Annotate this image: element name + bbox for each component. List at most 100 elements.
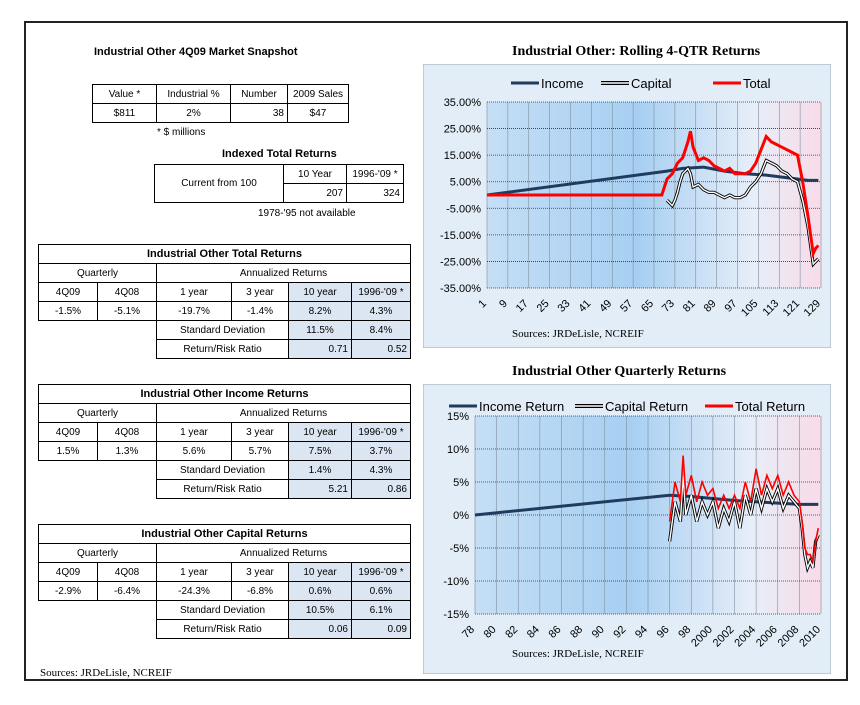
chart2: 15%10%5%0%-5%-10%-15%78 80 82 84 86 88 90 92 94 9…: [423, 384, 831, 674]
snapshot-head: 2009 Sales: [287, 84, 349, 104]
rr-label: Return/Risk Ratio: [156, 619, 289, 639]
col-head: 4Q08: [97, 282, 157, 302]
rr-value: 0.86: [351, 479, 411, 499]
legend-label: Capital: [631, 76, 672, 91]
y-tick-label: 25.00%: [444, 124, 482, 136]
cell: 1.3%: [97, 441, 157, 461]
rr-value: 0.09: [351, 619, 411, 639]
col-head: 3 year: [231, 282, 289, 302]
snapshot-value: $47: [287, 103, 349, 123]
col-head: 1 year: [156, 282, 232, 302]
snapshot-head: Number: [230, 84, 288, 104]
col-head: 4Q08: [97, 562, 157, 582]
income-returns-table: Industrial Other Income Returns Quarterl…: [38, 384, 411, 499]
indexed-col1: 10 Year: [283, 164, 347, 184]
snapshot-head: Industrial %: [156, 84, 231, 104]
y-tick-label: -5%: [449, 543, 469, 555]
col-head: 1996-'09 *: [351, 422, 411, 442]
indexed-v1: 207: [283, 183, 347, 203]
cell: 5.6%: [156, 441, 232, 461]
legend-label: Total Return: [735, 399, 805, 414]
cell: -6.8%: [231, 581, 289, 601]
quarterly-label: Quarterly: [38, 263, 157, 283]
cell: 0.6%: [351, 581, 411, 601]
snapshot-table: Value * Industrial % Number 2009 Sales $…: [92, 84, 349, 123]
y-tick-label: -25.00%: [440, 256, 481, 268]
legend-label: Capital Return: [605, 399, 688, 414]
y-tick-label: 10%: [447, 444, 469, 456]
snapshot-value: 2%: [156, 103, 231, 123]
cell: 7.5%: [288, 441, 352, 461]
col-head: 1996-'09 *: [351, 282, 411, 302]
indexed-table: Current from 100 10 Year 1996-'09 * 207 …: [154, 164, 404, 203]
table-title: Industrial Other Capital Returns: [38, 524, 411, 544]
sd-value: 4.3%: [351, 460, 411, 480]
cell: 0.6%: [288, 581, 352, 601]
y-tick-label: -35.00%: [440, 283, 481, 295]
snapshot-value: 38: [230, 103, 288, 123]
y-tick-label: 5.00%: [450, 177, 481, 189]
sources-left: Sources: JRDeLisle, NCREIF: [40, 667, 172, 679]
cell: -6.4%: [97, 581, 157, 601]
series-line-total: [487, 130, 820, 259]
series-line-capital: [666, 159, 819, 266]
cell: 4.3%: [351, 301, 411, 321]
y-tick-label: -10%: [443, 576, 469, 588]
cell: 5.7%: [231, 441, 289, 461]
series-line-total-return: [668, 455, 820, 565]
y-tick-label: 15.00%: [444, 150, 482, 162]
annualized-label: Annualized Returns: [156, 263, 411, 283]
rr-value: 0.06: [288, 619, 352, 639]
chart1: 35.00% 25.00% 15.00% 5.00% -5.00% -15.00% -25.…: [423, 64, 831, 348]
series-line-income-return: [474, 493, 819, 517]
table-title: Industrial Other Total Returns: [38, 244, 411, 264]
chart1-plot: 35.00% 25.00% 15.00% 5.00% -5.00% -15.00% -25.…: [440, 76, 823, 319]
y-tick-label: 0%: [453, 510, 469, 522]
snapshot-head: Value *: [92, 84, 157, 104]
table-title: Industrial Other Income Returns: [38, 384, 411, 404]
cell: -2.9%: [38, 581, 98, 601]
cell: -1.5%: [38, 301, 98, 321]
sd-label: Standard Deviation: [156, 320, 289, 340]
report-frame: [24, 21, 848, 681]
chart2-sources: Sources: JRDeLisle, NCREIF: [512, 648, 644, 660]
snapshot-note: * $ millions: [157, 127, 206, 138]
legend-label: Total: [743, 76, 771, 91]
col-head: 10 year: [288, 422, 352, 442]
legend-label: Income Return: [479, 399, 564, 414]
total-returns-table: Industrial Other Total Returns Quarterly…: [38, 244, 411, 359]
col-head: 3 year: [231, 562, 289, 582]
col-head: 1 year: [156, 422, 232, 442]
sd-value: 6.1%: [351, 600, 411, 620]
chart1-title: Industrial Other: Rolling 4-QTR Returns: [512, 44, 761, 59]
capital-returns-table: Industrial Other Capital Returns Quarter…: [38, 524, 411, 639]
legend-label: Income: [541, 76, 584, 91]
cell: -19.7%: [156, 301, 232, 321]
rr-value: 5.21: [288, 479, 352, 499]
annualized-label: Annualized Returns: [156, 403, 411, 423]
y-tick-label: -5.00%: [446, 203, 481, 215]
cell: 1.5%: [38, 441, 98, 461]
y-tick-label: -15.00%: [440, 230, 481, 242]
annualized-label: Annualized Returns: [156, 543, 411, 563]
chart2-plot: 15%10%5%0%-5%-10%-15%78 80 82 84 86 88 90 92 94 9…: [443, 399, 823, 649]
y-tick-label: 35.00%: [444, 97, 482, 109]
chart2-title: Industrial Other Quarterly Returns: [512, 364, 727, 379]
col-head: 3 year: [231, 422, 289, 442]
snapshot-value: $811: [92, 103, 157, 123]
rr-value: 0.71: [288, 339, 352, 359]
rr-label: Return/Risk Ratio: [156, 479, 289, 499]
col-head: 4Q09: [38, 562, 98, 582]
col-head: 4Q08: [97, 422, 157, 442]
sd-value: 10.5%: [288, 600, 352, 620]
col-head: 1996-'09 *: [351, 562, 411, 582]
cell: -24.3%: [156, 581, 232, 601]
sd-value: 11.5%: [288, 320, 352, 340]
col-head: 10 year: [288, 562, 352, 582]
col-head: 4Q09: [38, 422, 98, 442]
sd-label: Standard Deviation: [156, 460, 289, 480]
indexed-col2: 1996-'09 *: [346, 164, 404, 184]
cell: 8.2%: [288, 301, 352, 321]
indexed-v2: 324: [346, 183, 404, 203]
quarterly-label: Quarterly: [38, 403, 157, 423]
